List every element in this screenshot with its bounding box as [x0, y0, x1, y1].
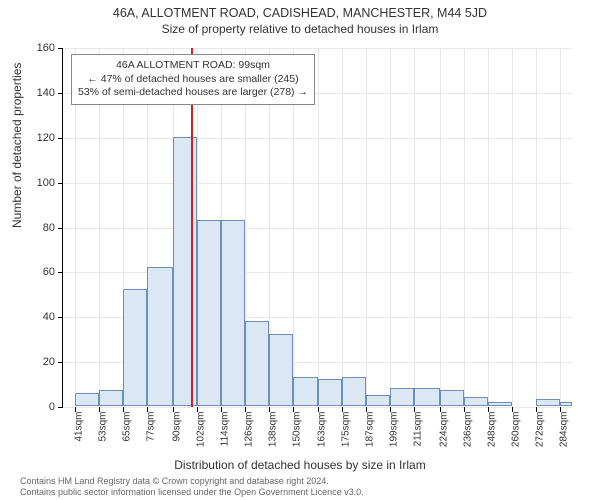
histogram-bar	[75, 393, 99, 406]
xtick-label: 41sqm	[73, 412, 84, 462]
ytick-mark	[58, 272, 63, 273]
ytick-mark	[58, 407, 63, 408]
histogram-bar	[147, 267, 173, 406]
xtick-label: 272sqm	[535, 412, 546, 462]
histogram-bar	[440, 390, 464, 406]
histogram-bar	[245, 321, 269, 406]
ytick-label: 120	[0, 132, 55, 144]
ytick-mark	[58, 317, 63, 318]
histogram-bar	[99, 390, 123, 406]
xtick-label: 53sqm	[97, 412, 108, 462]
ytick-label: 0	[0, 401, 55, 413]
gridline-v	[512, 48, 513, 407]
histogram-bar	[464, 397, 488, 406]
histogram-bar	[173, 137, 197, 406]
ytick-label: 40	[0, 311, 55, 323]
xtick-label: 211sqm	[413, 412, 424, 462]
xtick-label: 114sqm	[219, 412, 230, 462]
ytick-mark	[58, 183, 63, 184]
gridline-v	[440, 48, 441, 407]
gridline-v	[390, 48, 391, 407]
xtick-label: 284sqm	[559, 412, 570, 462]
ytick-label: 60	[0, 266, 55, 278]
xtick-label: 248sqm	[487, 412, 498, 462]
ytick-label: 100	[0, 177, 55, 189]
footer-line-2: Contains public sector information licen…	[20, 487, 364, 498]
xtick-label: 65sqm	[121, 412, 132, 462]
histogram-bar	[536, 399, 560, 406]
chart-container: 46A, ALLOTMENT ROAD, CADISHEAD, MANCHEST…	[0, 0, 600, 500]
gridline-v	[414, 48, 415, 407]
ytick-label: 80	[0, 222, 55, 234]
histogram-bar	[488, 402, 512, 406]
footer-line-1: Contains HM Land Registry data © Crown c…	[20, 476, 364, 487]
ytick-mark	[58, 93, 63, 94]
histogram-bar	[390, 388, 414, 406]
histogram-bar	[414, 388, 440, 406]
ytick-mark	[58, 48, 63, 49]
gridline-v	[318, 48, 319, 407]
sub-title: Size of property relative to detached ho…	[0, 20, 600, 36]
plot-area: 41sqm53sqm65sqm77sqm90sqm102sqm114sqm126…	[62, 48, 572, 408]
ytick-label: 160	[0, 42, 55, 54]
xtick-label: 102sqm	[195, 412, 206, 462]
histogram-bar	[197, 220, 221, 406]
histogram-bar	[293, 377, 319, 406]
xtick-label: 175sqm	[341, 412, 352, 462]
xtick-label: 138sqm	[267, 412, 278, 462]
histogram-bar	[221, 220, 245, 406]
ytick-mark	[58, 228, 63, 229]
histogram-bar	[342, 377, 366, 406]
histogram-bar	[560, 402, 572, 406]
ytick-label: 20	[0, 356, 55, 368]
gridline-v	[342, 48, 343, 407]
xtick-label: 90sqm	[171, 412, 182, 462]
xtick-label: 150sqm	[291, 412, 302, 462]
xtick-label: 224sqm	[439, 412, 450, 462]
gridline-v	[488, 48, 489, 407]
gridline-v	[536, 48, 537, 407]
histogram-bar	[123, 289, 147, 406]
ytick-mark	[58, 362, 63, 363]
annotation-line: 46A ALLOTMENT ROAD: 99sqm	[78, 59, 308, 73]
gridline-v	[366, 48, 367, 407]
histogram-bar	[318, 379, 342, 406]
xtick-label: 163sqm	[317, 412, 328, 462]
xtick-label: 260sqm	[511, 412, 522, 462]
xtick-label: 77sqm	[145, 412, 156, 462]
ytick-label: 140	[0, 87, 55, 99]
x-axis-label: Distribution of detached houses by size …	[0, 458, 600, 472]
histogram-bar	[366, 395, 390, 406]
annotation-box: 46A ALLOTMENT ROAD: 99sqm← 47% of detach…	[71, 54, 315, 105]
xtick-label: 236sqm	[463, 412, 474, 462]
main-title: 46A, ALLOTMENT ROAD, CADISHEAD, MANCHEST…	[0, 0, 600, 20]
xtick-label: 126sqm	[243, 412, 254, 462]
gridline-v	[464, 48, 465, 407]
xtick-label: 199sqm	[389, 412, 400, 462]
annotation-line: 53% of semi-detached houses are larger (…	[78, 86, 308, 100]
ytick-mark	[58, 138, 63, 139]
annotation-line: ← 47% of detached houses are smaller (24…	[78, 73, 308, 87]
gridline-v	[560, 48, 561, 407]
xtick-label: 187sqm	[365, 412, 376, 462]
footer-text: Contains HM Land Registry data © Crown c…	[20, 476, 364, 498]
histogram-bar	[269, 334, 293, 406]
